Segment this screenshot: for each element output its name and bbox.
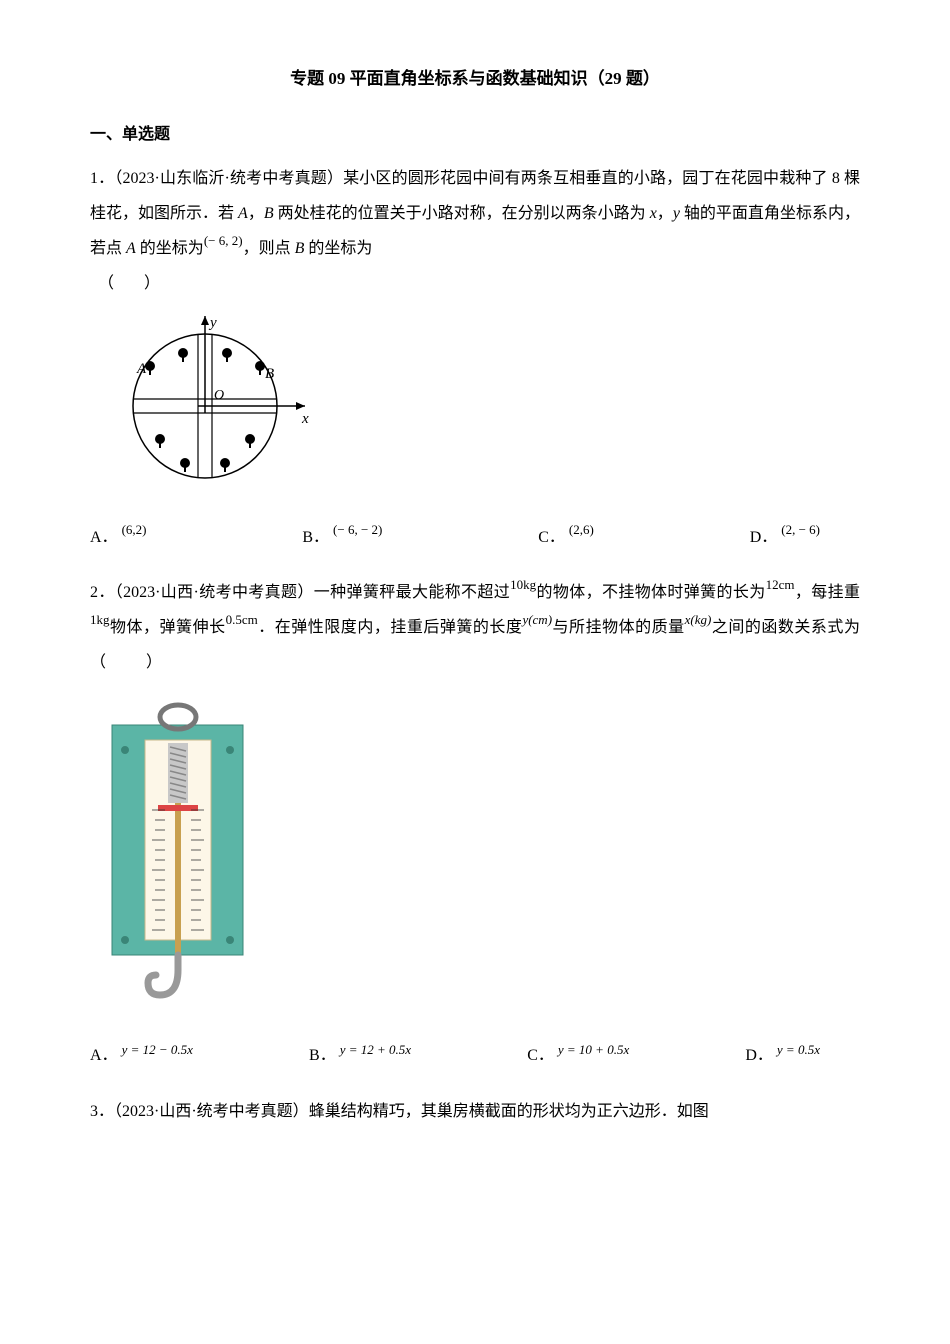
q2-t5: ．在弹性限度内，挂重后弹簧的长度 [258, 619, 523, 636]
opt-label-a: A． [90, 520, 118, 555]
q1-varA1: A [238, 205, 248, 222]
q2-opt-b-val: y = 12 + 0.5x [340, 1036, 411, 1065]
q2-opt-c-val: y = 10 + 0.5x [558, 1036, 629, 1065]
q1-options: A． (6,2) B． (− 6, − 2) C． (2,6) D． (2, −… [90, 520, 860, 555]
q2-opt-d: D． y = 0.5x [745, 1038, 820, 1073]
q1-opt-d: D． (2, − 6) [750, 520, 820, 555]
q1-opt-a-val: (6,2) [122, 516, 147, 545]
question-3: 3．（2023·山西·统考中考真题）蜂巢结构精巧，其巢房横截面的形状均为正六边形… [90, 1094, 860, 1129]
opt-label-d: D． [750, 520, 778, 555]
q1-varA2: A [126, 240, 136, 257]
q1-varB2: B [295, 240, 305, 257]
q2-t1: 一种弹簧秤最大能称不超过 [314, 584, 510, 601]
q3-source: （2023·山西·统考中考真题） [114, 1103, 309, 1120]
q2-05cm: 0.5cm [226, 612, 258, 627]
q2-opt-a-val: y = 12 − 0.5x [122, 1036, 193, 1065]
q2-opt-c: C． y = 10 + 0.5x [527, 1038, 629, 1073]
opt-label-a2: A． [90, 1038, 118, 1073]
q1-t2: ， [248, 205, 264, 222]
opt-label-d2: D． [745, 1038, 773, 1073]
q1-source: （2023·山东临沂·统考中考真题） [114, 170, 343, 187]
q1-t6: 的坐标为 [136, 240, 204, 257]
q1-t8: 的坐标为 [304, 240, 372, 257]
q1-num: 1． [90, 170, 114, 187]
section-header: 一、单选题 [90, 117, 860, 152]
spring-scale-svg [110, 695, 245, 1010]
q2-options: A． y = 12 − 0.5x B． y = 12 + 0.5x C． y =… [90, 1038, 860, 1073]
q2-t6: 与所挂物体的质量 [552, 619, 685, 636]
q3-t1: 蜂巢结构精巧，其巢房横截面的形状均为正六边形．如图 [309, 1103, 709, 1120]
q1-opt-b: B． (− 6, − 2) [302, 520, 382, 555]
q1-figure: A B O y x [110, 311, 860, 509]
q1-opt-a: A． (6,2) [90, 520, 146, 555]
q1-coord-a: (− 6, 2) [204, 233, 243, 248]
q1-opt-d-val: (2, − 6) [781, 516, 820, 545]
circle-garden-svg: A B O y x [110, 311, 320, 496]
q2-opt-d-val: y = 0.5x [777, 1036, 820, 1065]
fig-label-x: x [301, 411, 309, 427]
q1-paren: （） [98, 266, 190, 301]
q2-t4: 物体，弹簧伸长 [110, 619, 226, 636]
opt-label-b2: B． [309, 1038, 336, 1073]
doc-title: 专题 09 平面直角坐标系与函数基础知识（29 题） [90, 60, 860, 97]
q1-varB1: B [264, 205, 274, 222]
fig-label-y: y [208, 315, 217, 331]
q1-text: 1．（2023·山东临沂·统考中考真题）某小区的圆形花园中间有两条互相垂直的小路… [90, 161, 860, 267]
q1-t4: ， [657, 205, 673, 222]
q2-opt-b: B． y = 12 + 0.5x [309, 1038, 411, 1073]
q1-t7: ，则点 [243, 240, 295, 257]
q2-source: （2023·山西·统考中考真题） [115, 584, 314, 601]
q1-opt-c: C． (2,6) [538, 520, 594, 555]
q2-xkg: x(kg) [685, 612, 712, 627]
q2-t2: 的物体，不挂物体时弹簧的长为 [536, 584, 765, 601]
q2-10kg: 10kg [510, 577, 536, 592]
q2-t8: ） [146, 654, 162, 671]
question-1: 1．（2023·山东临沂·统考中考真题）某小区的圆形花园中间有两条互相垂直的小路… [90, 161, 860, 555]
q1-vary: y [673, 205, 680, 222]
fig-label-A: A [136, 361, 147, 377]
q3-num: 3． [90, 1103, 114, 1120]
fig-label-O: O [214, 388, 224, 403]
question-2: 2．（2023·山西·统考中考真题）一种弹簧秤最大能称不超过10kg的物体，不挂… [90, 575, 860, 1074]
fig-label-B: B [265, 366, 274, 382]
q1-opt-c-val: (2,6) [569, 516, 594, 545]
q2-text: 2．（2023·山西·统考中考真题）一种弹簧秤最大能称不超过10kg的物体，不挂… [90, 575, 860, 681]
q2-opt-a: A． y = 12 − 0.5x [90, 1038, 193, 1073]
q1-opt-b-val: (− 6, − 2) [333, 516, 382, 545]
opt-label-c2: C． [527, 1038, 554, 1073]
q2-ycm: y(cm) [522, 612, 552, 627]
q1-t3: 两处桂花的位置关于小路对称，在分别以两条小路为 [274, 205, 650, 222]
q1-varx: x [650, 205, 657, 222]
q3-text: 3．（2023·山西·统考中考真题）蜂巢结构精巧，其巢房横截面的形状均为正六边形… [90, 1094, 860, 1129]
q2-num: 2． [90, 584, 115, 601]
q2-t3: ，每挂重 [795, 584, 860, 601]
opt-label-b: B． [302, 520, 329, 555]
q2-1kg: 1kg [90, 612, 110, 627]
opt-label-c: C． [538, 520, 565, 555]
q2-12cm: 12cm [766, 577, 795, 592]
q2-figure [110, 695, 860, 1023]
